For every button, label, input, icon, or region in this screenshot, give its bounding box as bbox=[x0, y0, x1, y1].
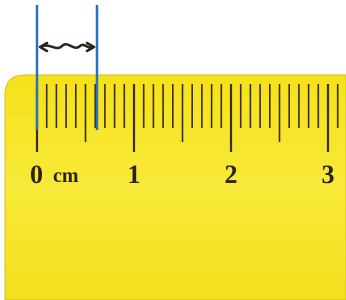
page: {"ruler": {"zero_label": "0", "unit": "c… bbox=[0, 0, 346, 300]
cm-label: 2 bbox=[225, 160, 238, 189]
zero-label: 0 bbox=[30, 160, 43, 189]
cm-label: 1 bbox=[128, 160, 141, 189]
cm-label: 3 bbox=[322, 160, 335, 189]
ruler-scene: 0 cm 1 2 3 bbox=[0, 0, 346, 300]
measure-annotation bbox=[40, 43, 94, 51]
unit-label: cm bbox=[53, 165, 79, 187]
